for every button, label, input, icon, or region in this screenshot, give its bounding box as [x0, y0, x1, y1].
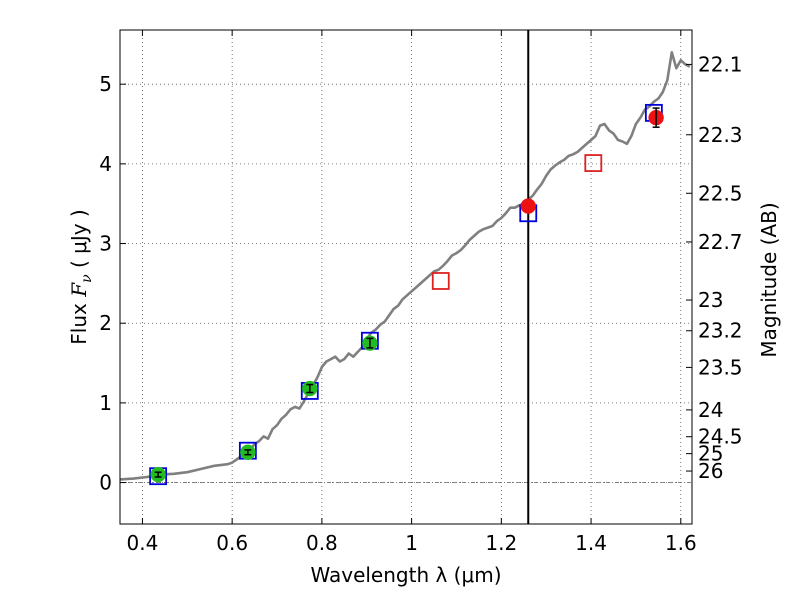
magnitude-tick-label: 23 [698, 288, 723, 312]
template-spectrum [119, 51, 691, 481]
x-tick-label: 1.2 [485, 531, 517, 555]
template-spectrum-line [119, 51, 691, 481]
x-axis-label: Wavelength λ (μm) [310, 563, 501, 587]
y-axis-label-prefix: Flux [67, 297, 91, 345]
y-tick-label: 1 [99, 391, 112, 415]
y-axis-label-unit: ( μJy ) [67, 209, 91, 274]
plot-frame [119, 29, 693, 525]
magnitude-tick-label: 26 [698, 459, 723, 483]
y-tick-label: 3 [99, 232, 112, 256]
y-axis-ticks: 0 1 2 3 4 5 [99, 72, 126, 495]
y-tick-label: 0 [99, 471, 112, 495]
y-tick-label: 4 [99, 152, 112, 176]
magnitude-tick-label: 23.5 [698, 355, 743, 379]
magnitude-tick-label: 22.3 [698, 123, 743, 147]
y-axis-label: Flux Fν ( μJy ) [67, 209, 95, 344]
x-tick-label: 0.6 [216, 531, 248, 555]
magnitude-tick-label: 22.1 [698, 52, 743, 76]
y-tick-label: 5 [99, 72, 112, 96]
x-tick-label: 0.8 [306, 531, 338, 555]
magnitude-tick-label: 24 [698, 398, 723, 422]
observed-point-marker [520, 198, 537, 214]
x-tick-label: 0.4 [127, 531, 159, 555]
y-axis-label-subscript: ν [79, 274, 95, 283]
magnitude-tick-label: 22.5 [698, 181, 743, 205]
y-axis-label-variable: F [67, 282, 91, 298]
x-tick-label: 1.6 [665, 531, 697, 555]
y-tick-label: 2 [99, 311, 112, 335]
magnitude-tick-label: 22.7 [698, 230, 743, 254]
model-square-marker [431, 272, 450, 290]
grid-lines [120, 30, 692, 524]
magnitude-axis-label: Magnitude (AB) [757, 202, 781, 357]
observed-points [150, 107, 664, 483]
model-squares [149, 103, 663, 486]
magnitude-tick-label: 25 [698, 442, 723, 466]
magnitude-tick-label: 23.2 [698, 319, 743, 343]
model-square-marker [584, 154, 603, 172]
x-tick-label: 1.4 [575, 531, 607, 555]
x-tick-label: 1 [405, 531, 418, 555]
magnitude-tick-label: 24.5 [698, 425, 743, 449]
x-axis-ticks: 0.4 0.6 0.8 1 1.2 1.4 1.6 [127, 30, 697, 555]
